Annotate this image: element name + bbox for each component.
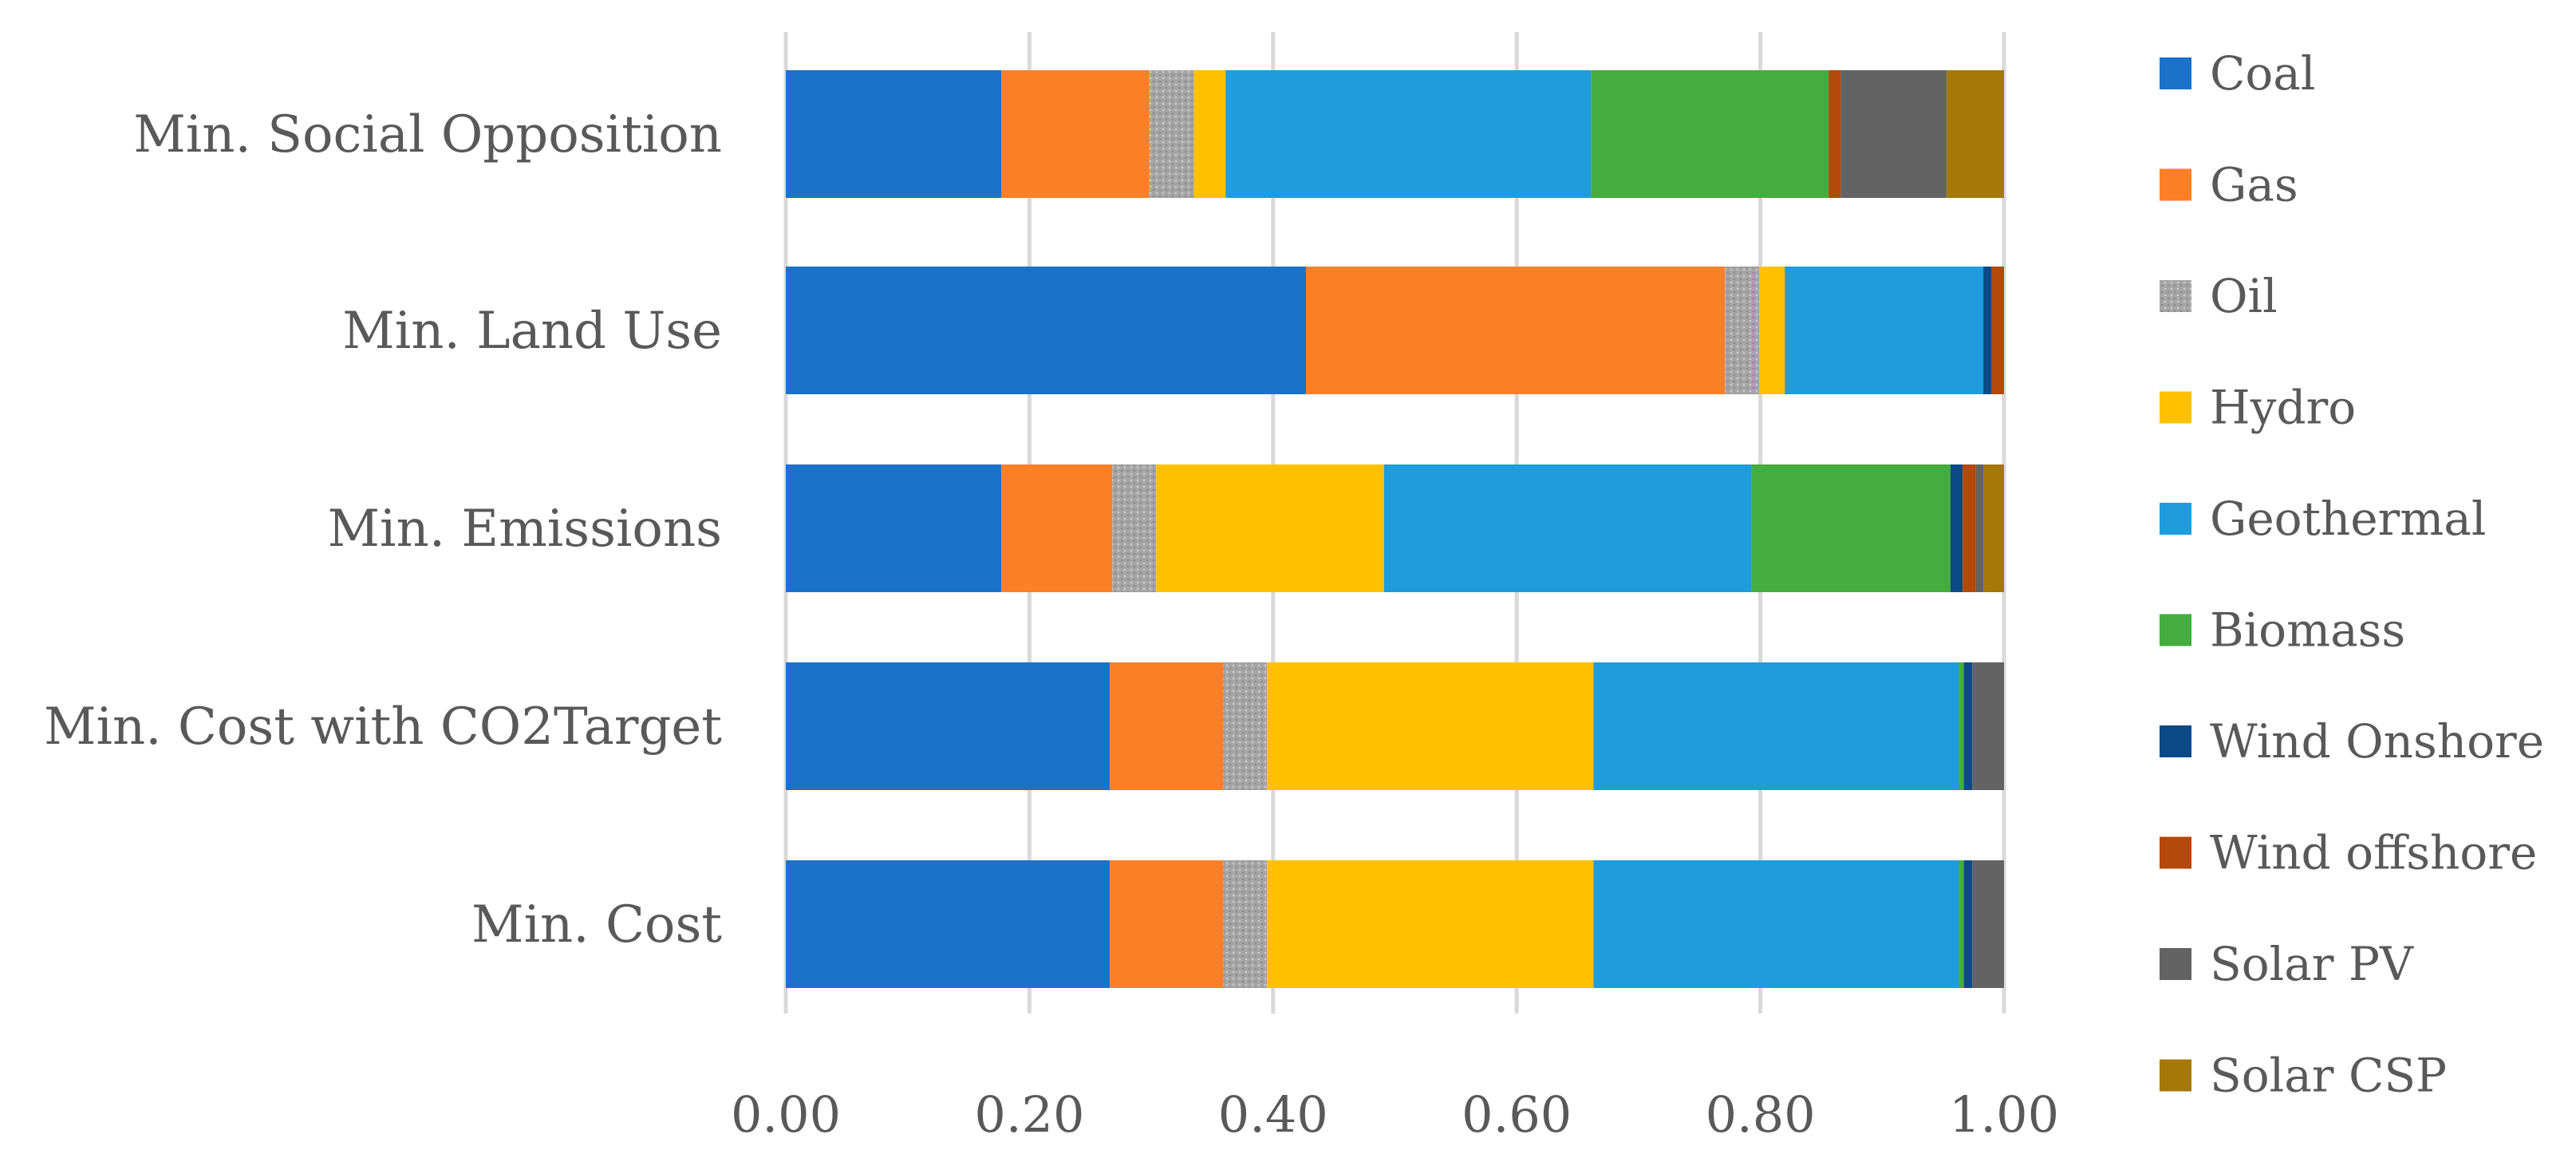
x-tick-label-0-00: 0.00 xyxy=(731,1085,841,1144)
legend-label-oil: Oil xyxy=(2210,269,2278,323)
x-tick-labels: 0.00 0.20 0.40 0.60 0.80 1.00 xyxy=(731,1085,2059,1144)
legend-swatch-hydro xyxy=(2160,391,2191,424)
bar-min-cost-wind-onshore xyxy=(1963,860,1973,988)
bar-min-social-opposition-coal xyxy=(786,70,1002,198)
legend-label-coal: Coal xyxy=(2210,46,2315,101)
category-label-min-social-opposition: Min. Social Opposition xyxy=(133,105,722,164)
bar-min-emissions-gas xyxy=(1001,464,1113,592)
legend-item-wind-onshore: Wind Onshore xyxy=(2160,714,2544,769)
legend-swatch-wind-offshore xyxy=(2160,836,2191,869)
bar-min-social-opposition-biomass xyxy=(1591,70,1829,198)
x-tick-label-0-20: 0.20 xyxy=(974,1085,1084,1144)
legend-label-solar-csp: Solar CSP xyxy=(2210,1049,2447,1103)
bar-min-emissions-geothermal xyxy=(1383,464,1752,592)
legend-swatch-biomass xyxy=(2160,614,2191,646)
x-tick-label-1-00: 1.00 xyxy=(1949,1085,2059,1144)
legend-swatch-gas xyxy=(2160,168,2191,201)
bar-min-social-opposition-gas xyxy=(1001,70,1150,198)
legend-item-hydro: Hydro xyxy=(2160,381,2356,435)
legend-item-gas: Gas xyxy=(2160,158,2298,212)
legend-label-hydro: Hydro xyxy=(2210,381,2356,435)
bar-min-social-opposition-solar-csp xyxy=(1947,70,2004,198)
bar-min-land-use-hydro xyxy=(1759,267,1785,394)
legend-item-coal: Coal xyxy=(2160,46,2315,101)
x-tick-label-0-80: 0.80 xyxy=(1706,1085,1816,1144)
legend-label-wind-offshore: Wind offshore xyxy=(2210,826,2537,880)
bar-min-emissions-oil xyxy=(1112,464,1157,592)
bar-min-emissions-wind-offshore xyxy=(1963,464,1976,592)
bar-min-cost-with-co2target-hydro xyxy=(1267,662,1594,790)
bar-min-cost-coal xyxy=(786,860,1110,988)
bar-min-emissions-wind-onshore xyxy=(1950,464,1963,592)
legend-label-gas: Gas xyxy=(2210,158,2298,212)
bar-min-land-use-geothermal xyxy=(1785,267,1984,394)
legend-item-solar-csp: Solar CSP xyxy=(2160,1049,2447,1103)
bar-layer xyxy=(786,70,2004,988)
bar-min-cost-with-co2target-coal xyxy=(786,662,1110,790)
legend-item-geothermal: Geothermal xyxy=(2160,492,2486,546)
legend: Coal Gas Oil Hydro Geothermal Biomass Wind Ons… xyxy=(2160,46,2544,1103)
legend-label-biomass: Biomass xyxy=(2210,603,2405,658)
bar-min-cost-with-co2target-solar-pv xyxy=(1972,662,2004,790)
x-tick-label-0-40: 0.40 xyxy=(1218,1085,1328,1144)
bar-min-social-opposition-solar-pv xyxy=(1840,70,1947,198)
bar-min-land-use-coal xyxy=(786,267,1307,394)
bar-min-social-opposition-wind-offshore xyxy=(1828,70,1841,198)
bar-min-emissions-biomass xyxy=(1751,464,1951,592)
legend-swatch-geothermal xyxy=(2160,503,2191,535)
legend-swatch-solar-csp xyxy=(2160,1059,2191,1092)
bar-min-social-opposition-geothermal xyxy=(1225,70,1592,198)
legend-swatch-solar-pv xyxy=(2160,948,2191,980)
bar-min-cost-with-co2target-gas xyxy=(1110,662,1224,790)
bar-min-cost-solar-pv xyxy=(1972,860,2004,988)
bar-min-cost-hydro xyxy=(1267,860,1594,988)
bar-min-cost-geothermal xyxy=(1593,860,1959,988)
legend-item-solar-pv: Solar PV xyxy=(2160,937,2414,991)
bar-min-emissions-solar-csp xyxy=(1983,464,2004,592)
bar-min-emissions-coal xyxy=(786,464,1002,592)
category-labels: Min. Social Opposition Min. Land Use Min. … xyxy=(44,105,722,954)
bar-min-cost-with-co2target-oil xyxy=(1223,662,1268,790)
legend-item-oil: Oil xyxy=(2160,269,2278,323)
bar-min-cost-biomass xyxy=(1959,860,1964,988)
bar-min-social-opposition-hydro xyxy=(1193,70,1226,198)
legend-label-geothermal: Geothermal xyxy=(2210,492,2486,546)
category-label-min-emissions: Min. Emissions xyxy=(327,500,722,559)
bar-min-land-use-gas xyxy=(1306,267,1726,394)
bar-min-cost-with-co2target-geothermal xyxy=(1593,662,1959,790)
bar-min-emissions-solar-pv xyxy=(1975,464,1984,592)
bar-min-cost-with-co2target-wind-onshore xyxy=(1963,662,1973,790)
legend-label-wind-onshore: Wind Onshore xyxy=(2210,714,2544,769)
bar-min-cost-gas xyxy=(1110,860,1224,988)
bar-min-emissions-hydro xyxy=(1156,464,1384,592)
x-tick-label-0-60: 0.60 xyxy=(1462,1085,1572,1144)
bar-min-cost-with-co2target-biomass xyxy=(1959,662,1964,790)
bar-min-land-use-wind-offshore xyxy=(1991,267,2004,394)
legend-swatch-coal xyxy=(2160,57,2191,89)
legend-swatch-wind-onshore xyxy=(2160,725,2191,757)
bar-min-land-use-oil xyxy=(1725,267,1760,394)
bar-min-land-use-wind-onshore xyxy=(1983,267,1992,394)
legend-label-solar-pv: Solar PV xyxy=(2210,937,2414,991)
category-label-min-cost-with-co2target: Min. Cost with CO2Target xyxy=(44,698,722,757)
category-label-min-cost: Min. Cost xyxy=(471,895,722,954)
legend-swatch-oil xyxy=(2160,280,2191,312)
bar-min-cost-oil xyxy=(1223,860,1268,988)
legend-item-biomass: Biomass xyxy=(2160,603,2405,658)
legend-item-wind-offshore: Wind offshore xyxy=(2160,826,2537,880)
category-label-min-land-use: Min. Land Use xyxy=(342,302,722,361)
bar-min-social-opposition-oil xyxy=(1149,70,1194,198)
